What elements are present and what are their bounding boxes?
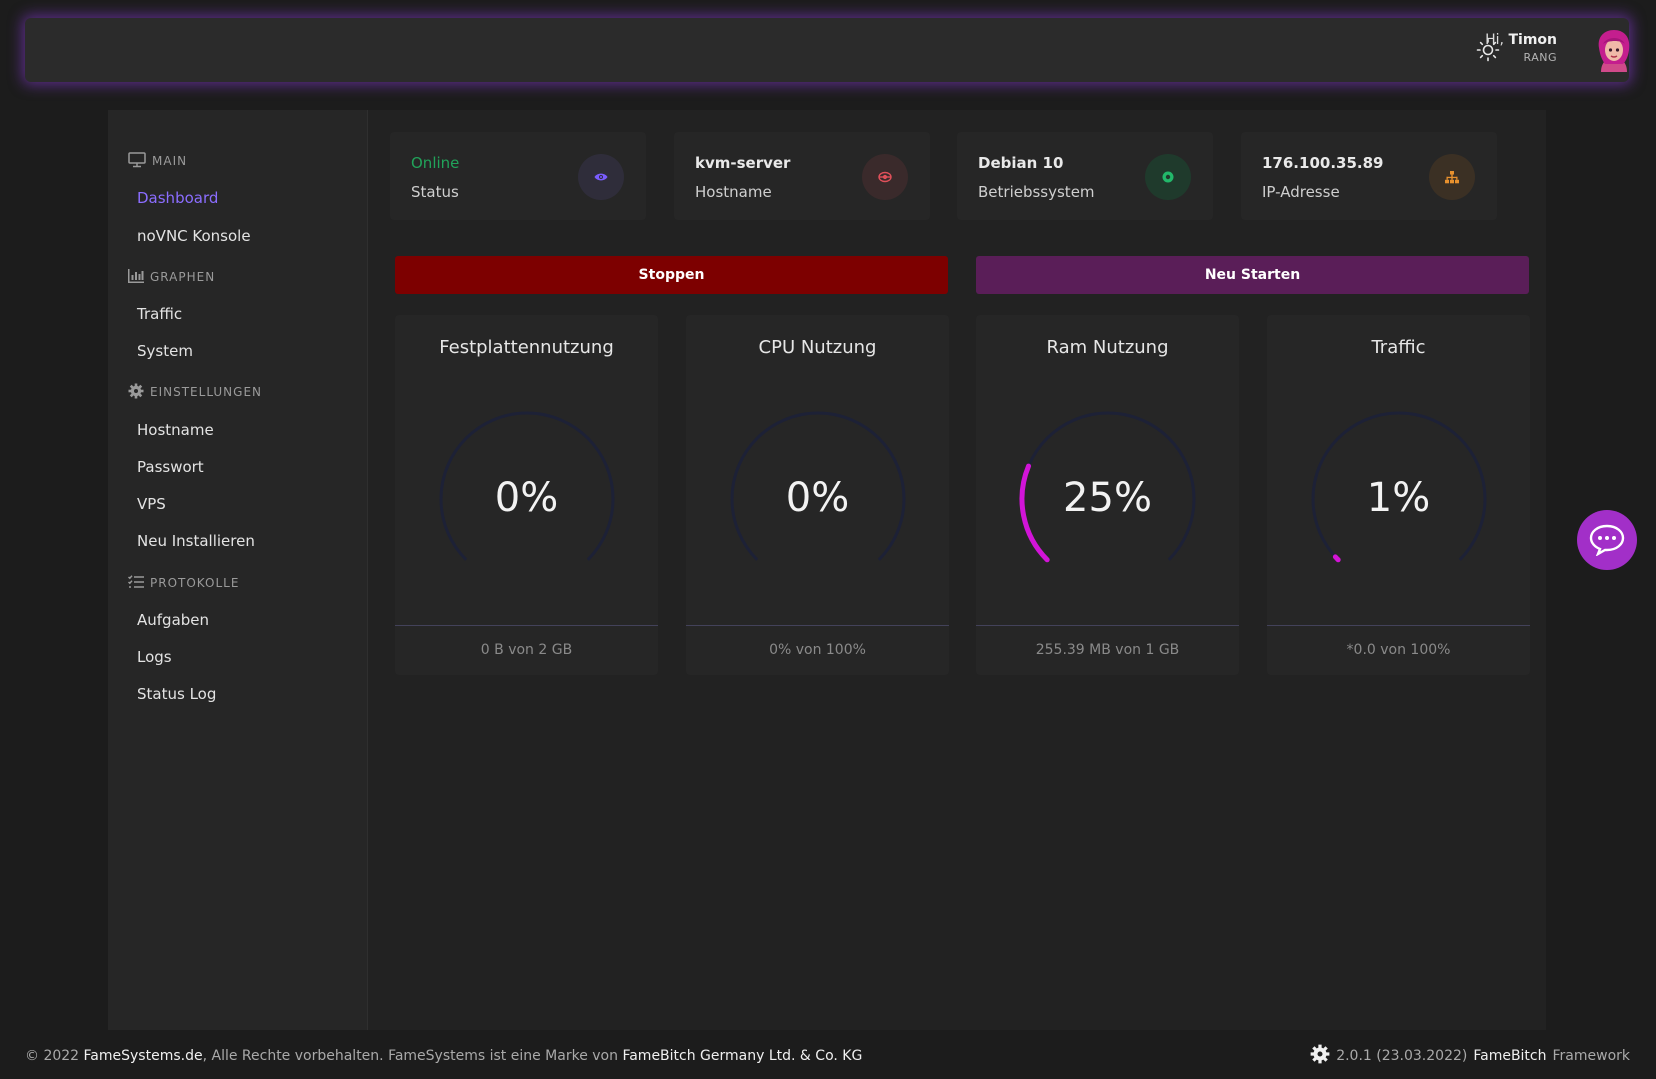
divider <box>976 625 1239 626</box>
ip-label: IP-Adresse <box>1262 183 1340 201</box>
user-rank: RANG <box>1523 51 1557 64</box>
copyright-prefix: © 2022 <box>25 1048 84 1064</box>
restart-button[interactable]: Neu Starten <box>976 256 1529 294</box>
gauge-footer: *0.0 von 100% <box>1346 642 1451 658</box>
gauge-arc <box>439 411 615 561</box>
gear-icon <box>128 383 144 402</box>
os-value: Debian 10 <box>978 154 1064 172</box>
sidebar-item-aufgaben[interactable]: Aufgaben <box>137 611 210 629</box>
user-name: Timon <box>1508 32 1557 48</box>
sidebar-item-neu-installieren[interactable]: Neu Installieren <box>137 532 255 550</box>
sidebar-item-hostname[interactable]: Hostname <box>137 421 214 439</box>
status-value: Online <box>411 154 460 172</box>
sidebar: MAIN Dashboard noVNC Konsole GRAPHEN Tra… <box>108 110 368 1030</box>
network-icon <box>1429 154 1475 200</box>
gauge-title: Traffic <box>1371 337 1426 358</box>
gear-icon <box>1310 1044 1330 1068</box>
framework-word: Framework <box>1552 1048 1631 1064</box>
framework-brand: FameBitch <box>1473 1048 1547 1064</box>
section-main: MAIN <box>128 150 368 172</box>
divider <box>395 625 658 626</box>
sidebar-item-dashboard[interactable]: Dashboard <box>137 189 219 207</box>
gauge-card-disk: Festplattennutzung 0% 0 B von 2 GB <box>395 315 658 675</box>
os-label: Betriebssystem <box>978 183 1095 201</box>
footer-site-link[interactable]: FameSystems.de <box>83 1048 203 1064</box>
eye-icon <box>578 154 624 200</box>
sun-icon[interactable] <box>1476 38 1500 62</box>
section-protokolle: PROTOKOLLE <box>127 572 240 594</box>
ip-card: 176.100.35.89 IP-Adresse <box>1241 132 1497 220</box>
section-graphen: GRAPHEN <box>128 266 215 288</box>
gauge-title: Ram Nutzung <box>1046 337 1169 358</box>
ip-value: 176.100.35.89 <box>1262 154 1384 172</box>
divider <box>1267 625 1530 626</box>
gauge-card-ram: Ram Nutzung 25% 255.39 MB von 1 GB <box>976 315 1239 675</box>
gauge-card-traffic: Traffic 1% *0.0 von 100% <box>1267 315 1530 675</box>
footer-version: 2.0.1 (23.03.2022) FameBitch Framework <box>1310 1044 1630 1068</box>
sidebar-item-vps[interactable]: VPS <box>137 495 166 513</box>
section-label: MAIN <box>152 154 188 168</box>
gauge-track <box>1311 411 1487 561</box>
section-label: PROTOKOLLE <box>150 576 240 590</box>
gauge-arc <box>730 411 906 561</box>
status-label: Status <box>411 183 459 201</box>
gauge-track <box>439 411 615 561</box>
gauge-arc <box>1019 411 1196 563</box>
hostname-card: kvm-server Hostname <box>674 132 930 220</box>
sidebar-item-traffic[interactable]: Traffic <box>137 305 183 323</box>
greeting-prefix: Hi, <box>1485 32 1505 48</box>
section-label: EINSTELLUNGEN <box>150 385 263 399</box>
sidebar-item-passwort[interactable]: Passwort <box>137 458 204 476</box>
gauge-footer: 255.39 MB von 1 GB <box>1035 642 1180 658</box>
os-card: Debian 10 Betriebssystem <box>957 132 1213 220</box>
sidebar-item-logs[interactable]: Logs <box>137 648 172 666</box>
divider <box>686 625 949 626</box>
stop-button[interactable]: Stoppen <box>395 256 948 294</box>
tasks-list-icon <box>127 574 144 592</box>
gauge-value: 1% <box>1366 475 1431 521</box>
gauge-value: 0% <box>785 475 850 521</box>
footer-company: FameBitch Germany Ltd. & Co. KG <box>622 1048 863 1064</box>
gauge-arc <box>1311 411 1487 563</box>
gauge-track <box>730 411 906 561</box>
status-card: Online Status <box>390 132 646 220</box>
top-bar: Hi, Timon RANG <box>25 18 1630 82</box>
gauge-title: Festplattennutzung <box>439 337 614 358</box>
user-greeting: Hi, Timon RANG <box>1485 32 1557 64</box>
gauge-fill <box>1019 463 1050 563</box>
main-frame: MAIN Dashboard noVNC Konsole GRAPHEN Tra… <box>108 110 1546 1030</box>
avatar[interactable] <box>1593 28 1635 72</box>
chat-button[interactable] <box>1577 510 1637 570</box>
section-einstellungen: EINSTELLUNGEN <box>128 381 262 403</box>
gauge-footer: 0 B von 2 GB <box>480 642 573 658</box>
version-text: 2.0.1 (23.03.2022) <box>1336 1048 1468 1064</box>
gauge-value: 25% <box>1063 475 1152 521</box>
hostname-label: Hostname <box>695 183 772 201</box>
sidebar-item-system[interactable]: System <box>137 342 193 360</box>
rights-text: , Alle Rechte vorbehalten. FameSystems i… <box>202 1048 623 1064</box>
gauge-footer: 0% von 100% <box>769 642 866 658</box>
chat-icon <box>1589 524 1625 556</box>
monitor-icon <box>128 151 146 171</box>
circle-dot-icon <box>1145 154 1191 200</box>
gauge-card-cpu: CPU Nutzung 0% 0% von 100% <box>686 315 949 675</box>
section-label: GRAPHEN <box>150 270 216 284</box>
server-icon <box>862 154 908 200</box>
gauge-fill <box>1332 554 1341 563</box>
gauge-title: CPU Nutzung <box>758 337 877 358</box>
bar-chart-icon <box>128 268 144 286</box>
sidebar-item-status-log[interactable]: Status Log <box>137 685 217 703</box>
sidebar-item-novnc-konsole[interactable]: noVNC Konsole <box>137 227 251 245</box>
gauge-value: 0% <box>494 475 559 521</box>
hostname-value: kvm-server <box>695 154 791 172</box>
footer-copyright: © 2022 FameSystems.de, Alle Rechte vorbe… <box>25 1048 862 1064</box>
